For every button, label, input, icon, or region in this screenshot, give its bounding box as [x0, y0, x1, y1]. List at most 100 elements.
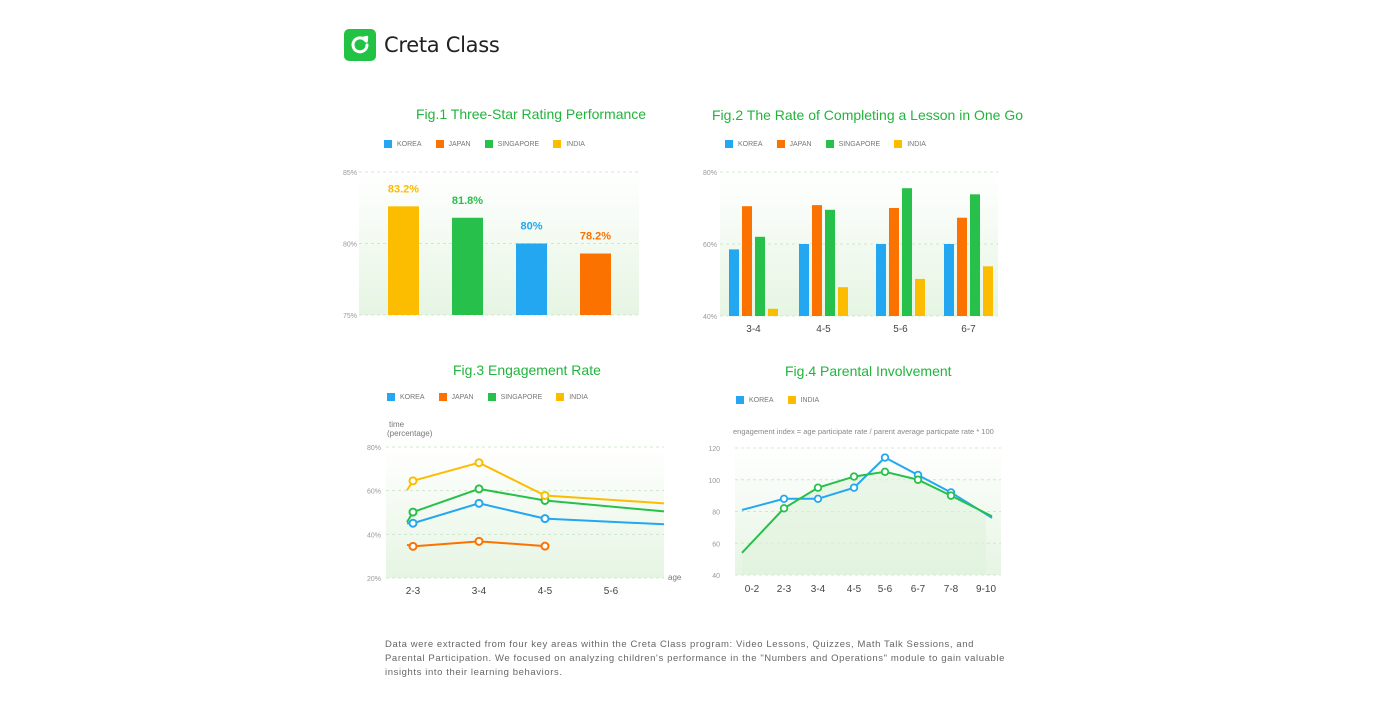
legend-swatch	[484, 140, 493, 148]
bar-korea-6-7	[944, 244, 954, 316]
y-axis-label: time	[389, 420, 405, 429]
point-japan	[408, 541, 418, 551]
point-india	[913, 475, 923, 484]
legend-label: JAPAN	[789, 140, 812, 148]
point-singapore	[408, 507, 418, 517]
legend-label: SINGAPORE	[500, 393, 543, 401]
point-india	[946, 491, 956, 500]
point-india	[474, 458, 484, 468]
legend-label: SINGAPORE	[497, 140, 540, 148]
x-tick-label: 0-2	[745, 584, 760, 595]
legend-item-korea: KOREA	[736, 396, 774, 404]
x-tick-label: 4-5	[847, 584, 862, 595]
fig1-chart: 75% 80% 85% 83.2% 81.8% 80% 78.2%	[343, 170, 639, 320]
legend-label: INDIA	[569, 393, 588, 401]
series-line-india	[741, 470, 993, 554]
legend-label: SINGAPORE	[838, 140, 881, 148]
x-tick-label: 7-8	[944, 584, 959, 595]
legend-item-korea: KOREA	[387, 393, 425, 401]
legend-swatch	[387, 393, 395, 401]
bar-singapore-3-4	[755, 236, 765, 316]
point-korea	[474, 498, 484, 508]
legend-item-japan: JAPAN	[435, 140, 471, 148]
legend-label: KOREA	[400, 393, 425, 401]
point-korea	[880, 453, 890, 462]
y-tick-label: 40%	[703, 314, 717, 321]
chart-subtitle: engagement index = age participate rate …	[733, 427, 994, 436]
legend-swatch	[384, 140, 392, 148]
legend-swatch	[825, 140, 834, 148]
fig1-legend: KOREA JAPAN SINGAPORE INDIA	[384, 140, 585, 148]
y-tick-label: 60%	[703, 242, 717, 249]
legend-swatch	[487, 393, 496, 401]
point-korea	[540, 514, 550, 524]
legend-label: INDIA	[566, 140, 585, 148]
x-tick-label: 9-10	[976, 584, 996, 595]
x-tick-label: 5-6	[893, 324, 908, 335]
bar-singapore-6-7	[970, 194, 980, 316]
point-japan	[540, 541, 550, 551]
data-label: 81.8%	[452, 195, 483, 207]
point-india	[849, 472, 859, 481]
point-korea	[779, 494, 789, 503]
series-line-korea	[741, 456, 993, 519]
data-label: 83.2%	[388, 183, 419, 195]
legend-item-singapore: SINGAPORE	[825, 140, 881, 148]
caption-text: Data were extracted from four key areas …	[385, 639, 1005, 678]
bar-singapore-4-5	[825, 209, 835, 316]
x-tick-label: 6-7	[961, 324, 976, 335]
x-tick-label: 3-4	[472, 586, 487, 597]
x-tick-label: 6-7	[911, 584, 926, 595]
point-india	[540, 490, 550, 500]
legend-item-japan: JAPAN	[776, 140, 812, 148]
legend-swatch	[556, 393, 565, 401]
x-tick-label: 4-5	[538, 586, 553, 597]
x-axis-label: age	[668, 573, 682, 582]
point-korea	[813, 494, 823, 503]
legend-swatch	[736, 396, 744, 404]
x-tick-label: 5-6	[878, 584, 893, 595]
y-tick-label: 80%	[703, 170, 717, 177]
legend-swatch	[725, 140, 733, 148]
bar-3	[516, 243, 547, 315]
point-india	[408, 476, 418, 486]
y-tick-label: 85%	[343, 170, 357, 177]
y-tick-label: 100	[708, 478, 720, 485]
legend-swatch	[894, 140, 903, 148]
brand-name: Creta Class	[384, 33, 500, 57]
bar-japan-4-5	[812, 205, 822, 316]
y-tick-label: 20%	[367, 576, 381, 583]
x-tick-label: 2-3	[406, 586, 421, 597]
x-tick-label: 3-4	[811, 584, 826, 595]
point-india	[779, 504, 789, 513]
point-korea	[408, 518, 418, 528]
bar-singapore-5-6	[902, 188, 912, 316]
y-tick-label: 75%	[343, 313, 357, 320]
plot-background	[386, 447, 664, 578]
legend-label: JAPAN	[451, 393, 474, 401]
legend-label: KOREA	[738, 140, 763, 148]
legend-label: KOREA	[397, 140, 422, 148]
legend-label: INDIA	[907, 140, 926, 148]
legend-item-india: INDIA	[894, 140, 926, 148]
legend-item-india: INDIA	[553, 140, 585, 148]
bar-india-5-6	[915, 278, 925, 316]
legend-item-india: INDIA	[556, 393, 588, 401]
point-korea	[849, 483, 859, 492]
y-axis-label: (percentage)	[387, 429, 433, 438]
legend-item-singapore: SINGAPORE	[487, 393, 543, 401]
bar-korea-3-4	[729, 249, 739, 316]
bar-india-4-5	[838, 287, 848, 316]
x-tick-label: 2-3	[777, 584, 792, 595]
legend-item-korea: KOREA	[384, 140, 422, 148]
y-tick-label: 80%	[343, 242, 357, 249]
x-tick-label: 3-4	[746, 324, 761, 335]
point-india	[813, 483, 823, 492]
legend-item-singapore: SINGAPORE	[484, 140, 540, 148]
bar-japan-5-6	[889, 208, 899, 316]
x-tick-label: 4-5	[816, 324, 831, 335]
legend-swatch	[438, 393, 447, 401]
fig2-title: Fig.2 The Rate of Completing a Lesson in…	[712, 107, 1024, 123]
refresh-check-icon	[344, 29, 376, 61]
legend-item-india: INDIA	[787, 396, 819, 404]
